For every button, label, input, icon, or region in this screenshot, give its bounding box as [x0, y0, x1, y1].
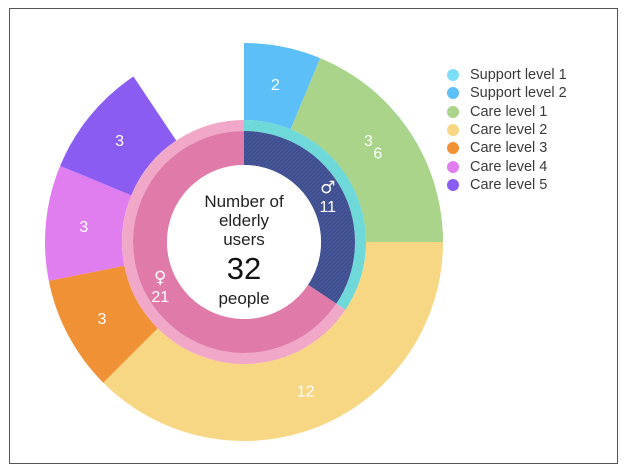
slice-value-label-support-level-2: 2 [271, 77, 280, 94]
legend-swatch [447, 160, 459, 173]
legend-label: Care level 3 [470, 140, 548, 157]
legend-label: Care level 5 [470, 176, 548, 193]
center-title-line3: users [223, 230, 265, 249]
slice-care-level-2[interactable] [103, 242, 443, 442]
slice-value-label-support-level-1: 3 [364, 133, 373, 150]
slice-care-level-1[interactable] [290, 58, 443, 242]
legend-swatch [447, 87, 459, 100]
slice-care-level-3[interactable] [48, 265, 158, 383]
center-title-line1: Number of [204, 192, 284, 211]
slice-value-label-care-level-4: 3 [79, 219, 88, 236]
gender-symbol-male: ♂ [320, 178, 335, 198]
legend-item[interactable]: Care level 3 [447, 139, 567, 157]
legend: Support level 1 Support level 2 Care lev… [447, 66, 567, 194]
slice-male[interactable] [244, 131, 356, 304]
legend-swatch [447, 178, 459, 191]
legend-swatch [447, 69, 459, 82]
slice-care-level-4[interactable] [45, 165, 132, 281]
legend-label: Care level 2 [470, 122, 548, 139]
slice-support-level-2[interactable] [244, 43, 321, 130]
gender-symbol-female: ♀ [154, 268, 166, 288]
legend-swatch [447, 105, 459, 118]
slice-care-level-5[interactable] [60, 76, 177, 196]
gender-count-female: 21 [151, 289, 169, 306]
center-hole [167, 165, 321, 319]
slice-value-label-care-level-2: 12 [297, 384, 315, 401]
legend-item[interactable]: Support level 1 [447, 66, 567, 84]
slice-value-label-care-level-3: 3 [98, 311, 107, 328]
legend-item[interactable]: Care level 1 [447, 103, 567, 121]
legend-swatch [447, 142, 459, 155]
slice-value-label-care-level-1: 6 [373, 146, 382, 163]
inner-ring: ♂11 ♀21 [122, 120, 367, 365]
legend-item[interactable]: Care level 5 [447, 176, 567, 194]
center-total-value: 32 [227, 251, 261, 286]
legend-item[interactable]: Support level 2 [447, 84, 567, 102]
legend-label: Care level 4 [470, 158, 548, 175]
center-title-line2: elderly [219, 211, 270, 230]
inner-border-male [244, 120, 367, 310]
legend-label: Support level 2 [470, 85, 567, 102]
center-unit-label: people [218, 289, 269, 308]
legend-item[interactable]: Care level 4 [447, 157, 567, 175]
outer-ring [45, 43, 443, 442]
slice-value-label-care-level-5: 3 [115, 133, 124, 150]
slice-female[interactable] [133, 131, 337, 353]
gender-count-male: 11 [319, 199, 336, 216]
legend-swatch [447, 124, 459, 137]
legend-label: Support level 1 [470, 67, 567, 84]
legend-label: Care level 1 [470, 103, 548, 120]
legend-item[interactable]: Care level 2 [447, 121, 567, 139]
